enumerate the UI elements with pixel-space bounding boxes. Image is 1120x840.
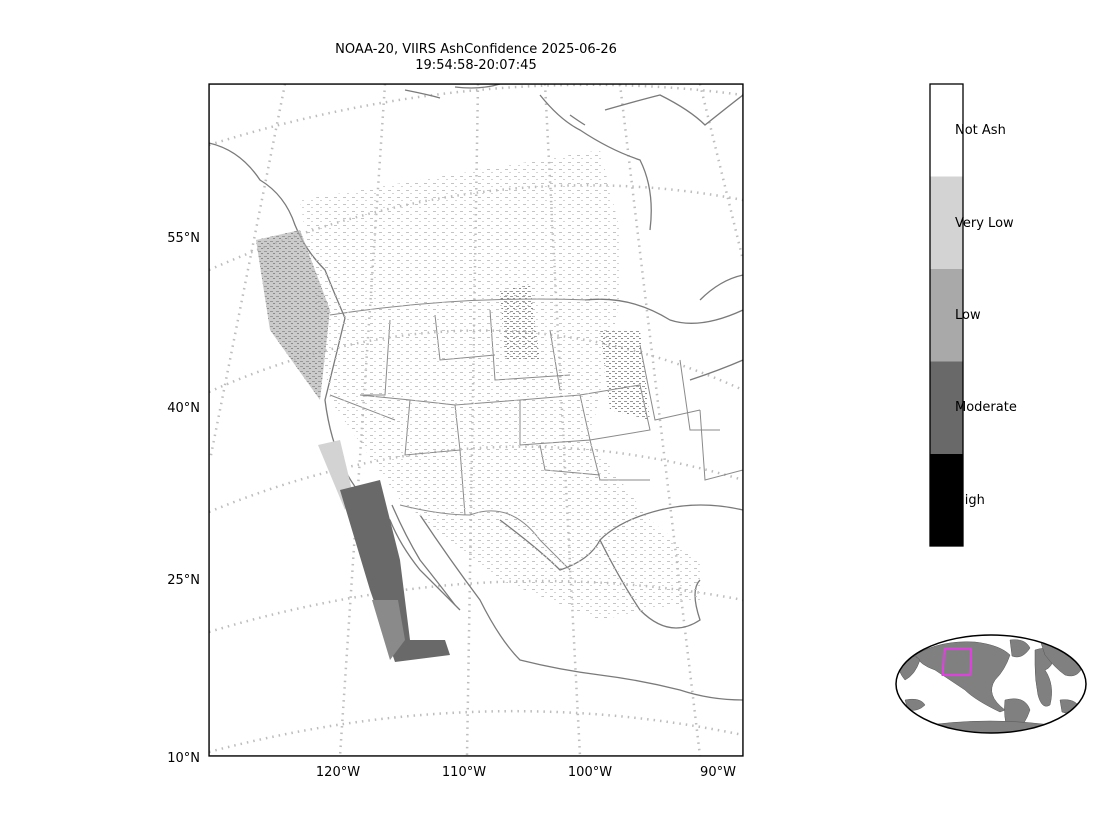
colorbar-segment-not-ash (930, 84, 963, 177)
colorbar-segment-very-low (930, 176, 963, 269)
inset-globe-outline (895, 634, 1087, 734)
lon-tick-label: 100°W (568, 765, 612, 780)
ash-confidence-overlay (256, 150, 700, 662)
map-title-line2: 19:54:58-20:07:45 (415, 58, 536, 73)
colorbar-frame (929, 83, 964, 547)
inset-world-map (895, 634, 1087, 734)
colorbar-label: Not Ash (955, 123, 1006, 138)
colorbar-label: High (955, 493, 985, 508)
colorbar-segment-moderate (930, 361, 963, 454)
colorbar-label: Very Low (955, 216, 1014, 231)
lat-tick-label: 40°N (167, 401, 200, 416)
main-map (209, 84, 743, 756)
colorbar-label: Moderate (955, 400, 1017, 415)
lon-tick-label: 90°W (700, 765, 736, 780)
lon-tick-label: 110°W (442, 765, 486, 780)
colorbar: Not Ash Very Low Low Moderate High (929, 83, 1017, 547)
map-title-line1: NOAA-20, VIIRS AshConfidence 2025-06-26 (335, 42, 617, 57)
lat-tick-label: 25°N (167, 573, 200, 588)
colorbar-label: Low (955, 308, 981, 323)
graticule-meridians (209, 84, 743, 756)
lat-tick-label: 10°N (167, 751, 200, 766)
colorbar-segment-high (930, 454, 963, 547)
map-frame (208, 83, 744, 757)
colorbar-segment-low (930, 269, 963, 362)
inset-region-box (941, 647, 973, 676)
lat-tick-label: 55°N (167, 231, 200, 246)
lon-tick-label: 120°W (316, 765, 360, 780)
